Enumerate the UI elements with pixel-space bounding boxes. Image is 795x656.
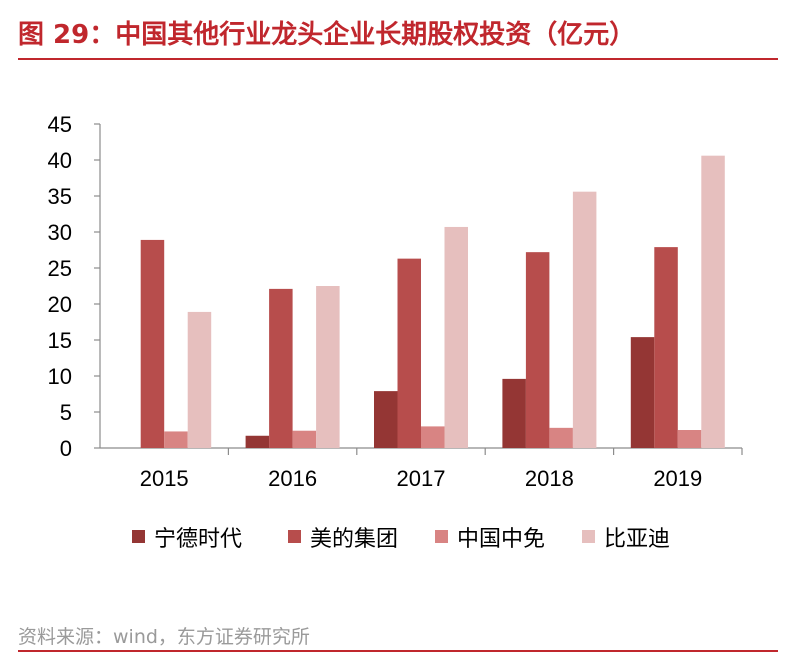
- bar: [444, 226, 468, 448]
- bar: [269, 288, 293, 448]
- bar: [630, 337, 655, 448]
- bar: [654, 247, 678, 448]
- title-divider: [18, 58, 778, 60]
- bar: [701, 155, 725, 448]
- y-tick-label: 5: [60, 400, 72, 425]
- y-tick-label: 40: [48, 148, 72, 173]
- bar: [572, 191, 597, 448]
- bar: [549, 427, 573, 448]
- bar: [525, 252, 550, 448]
- y-tick-label: 30: [48, 220, 72, 245]
- y-tick-label: 20: [48, 292, 72, 317]
- x-tick-label: 2018: [525, 466, 574, 491]
- legend-label: 中国中免: [457, 527, 545, 552]
- bar: [316, 286, 340, 448]
- x-tick-label: 2019: [653, 466, 702, 491]
- source-note: 资料来源：wind，东方证券研究所: [18, 626, 310, 648]
- bar: [292, 430, 317, 448]
- legend-label: 美的集团: [310, 527, 398, 552]
- x-tick-label: 2015: [140, 466, 189, 491]
- bar: [164, 431, 188, 448]
- legend-label: 宁德时代: [154, 527, 242, 552]
- bar: [245, 435, 270, 448]
- bar: [397, 258, 421, 448]
- bar: [421, 426, 445, 448]
- bar: [187, 311, 212, 448]
- bar: [374, 391, 398, 448]
- legend-swatch: [288, 530, 301, 543]
- bar: [502, 378, 526, 448]
- chart-title: 图 29：中国其他行业龙头企业长期股权投资（亿元）: [18, 20, 636, 50]
- legend-label: 比亚迪: [604, 527, 670, 552]
- bar-chart: 0 5 10 15 20 25 30 35 40 45 2015 2016 2017 2018 2019 宁德…: [48, 112, 743, 552]
- y-tick-label: 45: [48, 112, 72, 137]
- legend-swatch: [132, 530, 145, 543]
- y-tick-label: 25: [48, 256, 72, 281]
- footer-divider: [18, 650, 778, 652]
- bar: [140, 239, 165, 448]
- legend-swatch: [582, 530, 595, 543]
- y-tick-label: 10: [48, 364, 72, 389]
- x-tick-label: 2017: [397, 466, 446, 491]
- legend-swatch: [435, 530, 448, 543]
- y-tick-label: 35: [48, 184, 72, 209]
- x-tick-label: 2016: [268, 466, 317, 491]
- y-tick-label: 0: [60, 436, 72, 461]
- y-tick-label: 15: [48, 328, 72, 353]
- bar: [677, 430, 702, 448]
